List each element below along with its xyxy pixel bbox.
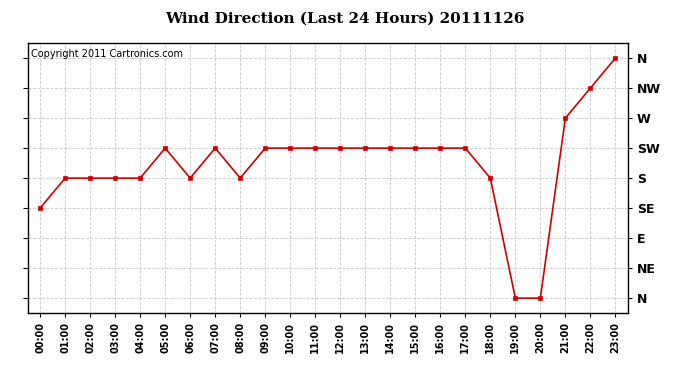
- Text: Wind Direction (Last 24 Hours) 20111126: Wind Direction (Last 24 Hours) 20111126: [166, 11, 524, 25]
- Text: Copyright 2011 Cartronics.com: Copyright 2011 Cartronics.com: [30, 48, 183, 58]
